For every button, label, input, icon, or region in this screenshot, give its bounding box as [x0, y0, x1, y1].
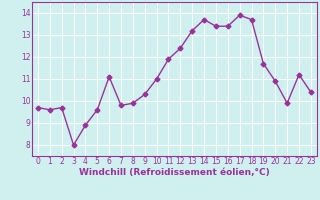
X-axis label: Windchill (Refroidissement éolien,°C): Windchill (Refroidissement éolien,°C) [79, 168, 270, 177]
